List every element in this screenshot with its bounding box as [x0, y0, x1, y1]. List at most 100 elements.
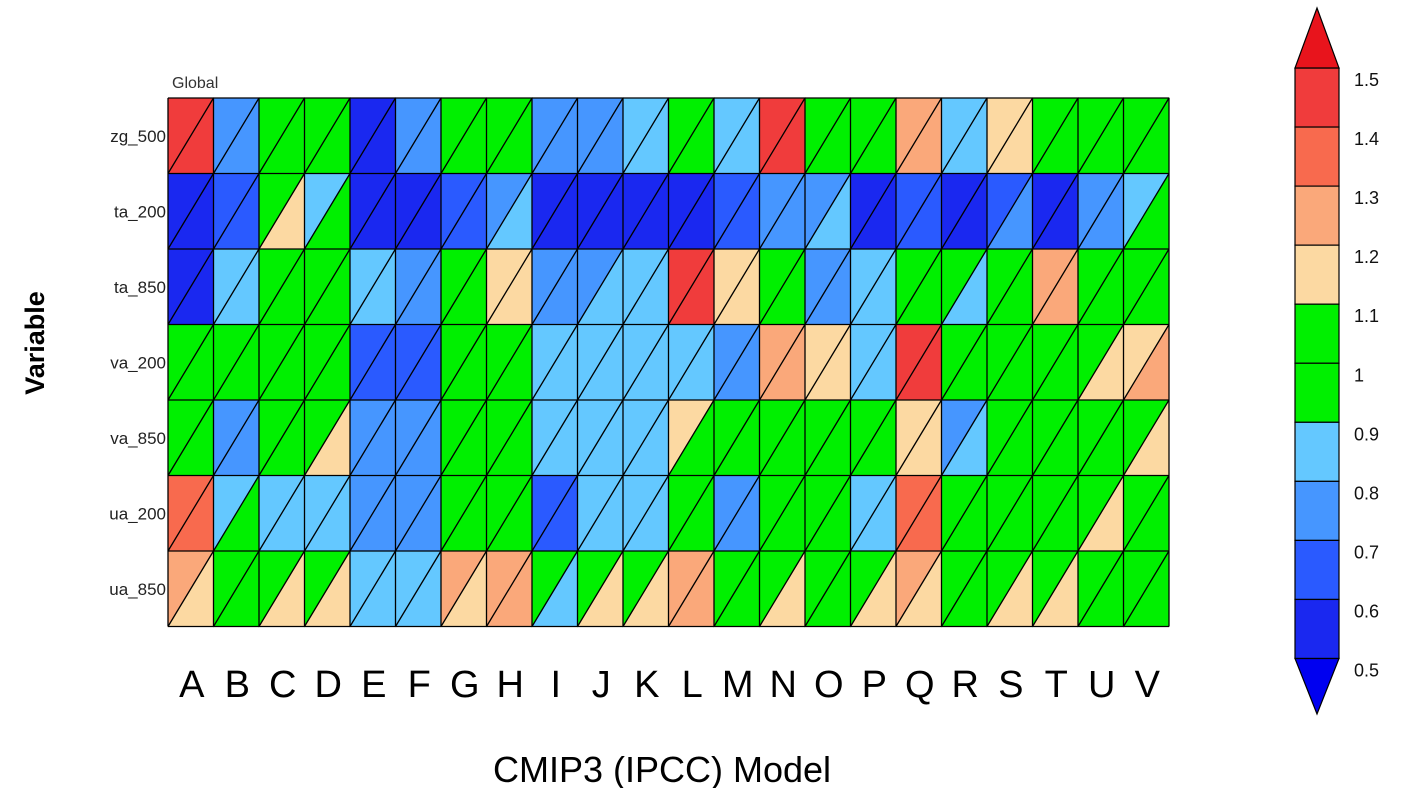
cell-diagonal [440, 399, 488, 476]
cell-diagonal [394, 399, 442, 476]
cell-diagonal [303, 550, 351, 627]
cell-diagonal [622, 173, 670, 250]
cell-diagonal [167, 550, 215, 627]
colorbar-tick-label: 1.1 [1354, 306, 1379, 326]
cell-diagonal [667, 550, 715, 627]
row-label: va_200 [110, 353, 166, 372]
cell-diagonal [849, 248, 897, 325]
cell-diagonal [394, 173, 442, 250]
column-label: Q [905, 664, 935, 706]
cell-diagonal [758, 248, 806, 325]
cell-diagonal [485, 475, 533, 552]
cell-diagonal [167, 475, 215, 552]
column-label: T [1045, 664, 1068, 706]
cell-diagonal [986, 173, 1034, 250]
cell-diagonal [1077, 324, 1125, 401]
cell-diagonal [849, 97, 897, 174]
cell-diagonal [713, 97, 761, 174]
cell-diagonal [1031, 248, 1079, 325]
cell-diagonal [1077, 97, 1125, 174]
cell-diagonal [1031, 173, 1079, 250]
cell-diagonal [940, 324, 988, 401]
row-label: ta_850 [114, 278, 166, 297]
cell-diagonal [349, 248, 397, 325]
cell-diagonal [758, 550, 806, 627]
cell-diagonal [258, 475, 306, 552]
colorbar-over-arrow [1294, 6, 1340, 69]
cell-diagonal [804, 173, 852, 250]
cell-diagonal [1077, 173, 1125, 250]
column-label: O [814, 664, 844, 706]
column-label: H [497, 664, 524, 706]
cell-diagonal [485, 173, 533, 250]
cell-diagonal [1122, 324, 1170, 401]
column-label: I [550, 664, 561, 706]
cell-diagonal [485, 248, 533, 325]
cell-diagonal [940, 97, 988, 174]
colorbar-tick-label: 0.8 [1354, 483, 1379, 503]
column-label: S [998, 664, 1023, 706]
cell-diagonal [576, 97, 624, 174]
cell-diagonal [849, 324, 897, 401]
column-label: E [361, 664, 386, 706]
cell-diagonal [349, 550, 397, 627]
cell-diagonal [212, 399, 260, 476]
cell-diagonal [485, 550, 533, 627]
column-label: N [770, 664, 797, 706]
colorbar-bin [1294, 480, 1340, 542]
cell-diagonal [576, 324, 624, 401]
colorbar-bin [1294, 421, 1340, 482]
colorbar-tick-label: 0.7 [1354, 542, 1379, 562]
cell-diagonal [531, 173, 579, 250]
cell-diagonal [804, 475, 852, 552]
colorbar-tick-label: 1 [1354, 365, 1364, 385]
cell-diagonal [986, 399, 1034, 476]
column-label: D [315, 664, 342, 706]
cell-diagonal [849, 399, 897, 476]
cell-diagonal [485, 399, 533, 476]
cell-diagonal [895, 173, 943, 250]
cell-diagonal [804, 97, 852, 174]
cell-diagonal [485, 324, 533, 401]
cell-diagonal [804, 399, 852, 476]
cell-diagonal [986, 324, 1034, 401]
cell-diagonal [849, 475, 897, 552]
column-label: C [269, 664, 296, 706]
cell-diagonal [1122, 97, 1170, 174]
column-label: F [408, 664, 431, 706]
cell-diagonal [895, 324, 943, 401]
cell-diagonal [440, 324, 488, 401]
colorbar-tick-label: 0.5 [1354, 661, 1379, 681]
cell-diagonal [349, 173, 397, 250]
colorbar-tick-label: 1.5 [1354, 70, 1379, 90]
cell-diagonal [440, 475, 488, 552]
cell-diagonal [576, 550, 624, 627]
colorbar-under-arrow [1294, 657, 1340, 716]
cell-diagonal [1031, 475, 1079, 552]
cell-diagonal [622, 324, 670, 401]
cell-diagonal [212, 324, 260, 401]
row-label: ua_850 [109, 580, 166, 599]
cell-diagonal [258, 97, 306, 174]
colorbar-labels: 1.5 1.4 1.3 1.2 1.1 1 0.9 0.8 0.7 0.6 0.5 [1354, 70, 1379, 681]
cell-diagonal [212, 248, 260, 325]
cell-diagonal [804, 550, 852, 627]
cell-diagonal [895, 97, 943, 174]
cell-diagonal [1031, 97, 1079, 174]
colorbar-tick-label: 1.2 [1354, 247, 1379, 267]
colorbar-tick-label: 0.9 [1354, 424, 1379, 444]
cell-diagonal [713, 399, 761, 476]
cell-diagonal [394, 324, 442, 401]
column-label: M [722, 664, 754, 706]
cell-diagonal [212, 475, 260, 552]
cell-diagonal [1077, 399, 1125, 476]
cell-diagonal [212, 550, 260, 627]
cell-diagonal [804, 248, 852, 325]
column-label: L [682, 664, 703, 706]
cell-diagonal [1122, 399, 1170, 476]
cell-diagonal [303, 248, 351, 325]
colorbar-bin [1294, 539, 1340, 601]
cell-diagonal [258, 324, 306, 401]
colorbar-bin [1294, 362, 1340, 423]
